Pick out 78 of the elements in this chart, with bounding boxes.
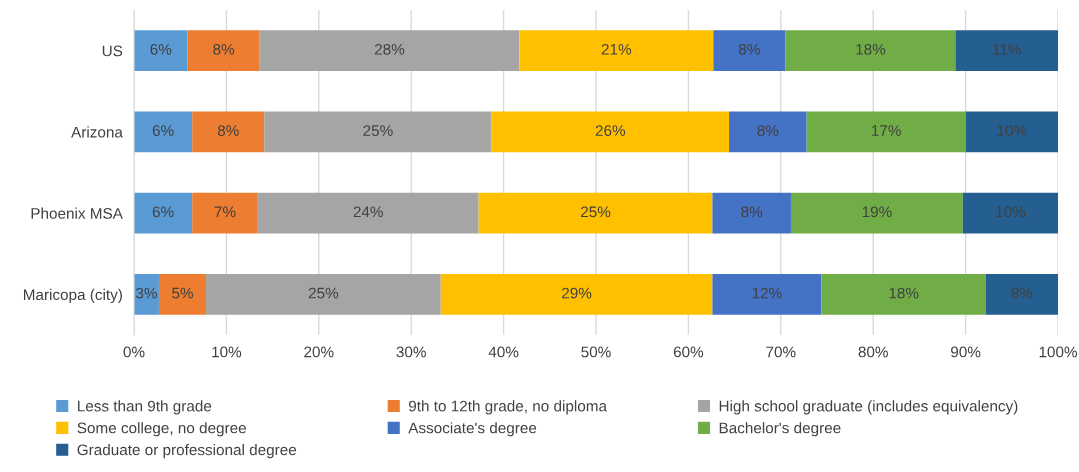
bar [821,274,986,315]
data-label: 17% [872,125,901,136]
x-tick-label: 30% [396,346,426,358]
legend-label: Less than 9th grade [78,400,212,415]
data-label: 8% [741,206,763,218]
x-tick-label: 70% [766,346,796,358]
bar [158,274,207,315]
data-label: 18% [856,43,886,55]
bar [491,111,730,153]
bar [134,111,193,153]
bar [134,192,193,234]
data-label: 29% [562,287,592,299]
data-label: 8% [217,125,239,136]
legend-label: Bachelor's degree [719,422,841,437]
bar [257,192,479,234]
data-label: 26% [595,125,626,136]
data-label: 8% [757,125,779,136]
bar [712,274,822,315]
bar [478,192,713,234]
data-label: 6% [152,125,174,136]
data-label: 18% [889,287,919,299]
data-label: 10% [997,125,1027,136]
bar [790,192,963,234]
x-tick-label: 0% [123,346,145,358]
bar [785,30,956,71]
bar [965,111,1058,153]
bar [134,274,159,315]
bar [440,274,713,315]
x-tick-label: 10% [212,346,242,358]
data-label: 25% [363,125,393,136]
data-label: 7% [214,206,236,218]
bar [713,30,786,71]
legend-label: Associate's degree [408,422,537,437]
x-tick-label: 60% [673,346,704,358]
legend-label: High school graduate (includes equivalency) [719,400,1018,415]
bar [519,30,714,71]
data-label: 25% [308,287,339,299]
x-tick-label: 100% [1039,346,1077,358]
bar [206,274,441,315]
data-label: 8% [213,43,235,55]
bar [134,30,188,71]
data-label: 25% [581,206,611,218]
bar [985,274,1058,315]
data-label: 5% [172,287,194,299]
legend-label: Graduate or professional degree [77,444,297,459]
data-label: 10% [996,206,1026,218]
bar [259,30,520,71]
bar [712,192,791,234]
data-label: 6% [150,43,172,55]
y-tick-label: Arizona [71,126,123,138]
y-tick-label: Phoenix MSA [31,207,123,219]
y-tick-label: Maricopa (city) [23,288,122,304]
y-tick-label: US [102,45,123,57]
data-label: 8% [1011,287,1033,299]
legend-label: Some college, no degree [77,422,246,437]
x-tick-label: 40% [488,346,519,358]
x-tick-label: 20% [304,346,334,358]
x-tick-label: 50% [581,346,611,358]
data-label: 11% [993,43,1021,55]
data-label: 8% [739,43,760,55]
bar [187,30,260,71]
bar [264,111,492,153]
x-tick-label: 80% [858,346,888,358]
bar [192,111,265,153]
bar [955,30,1058,71]
data-label: 19% [862,206,892,218]
data-label: 28% [374,43,405,55]
data-label: 24% [353,206,383,218]
bar [962,192,1058,234]
data-label: 12% [752,287,782,299]
bar [192,192,258,234]
legend-label: 9th to 12th grade, no diploma [408,400,607,415]
data-label: 3% [136,287,157,299]
x-tick-label: 90% [951,346,981,358]
data-label: 21% [601,43,632,55]
bar [806,111,966,153]
data-label: 6% [152,206,174,218]
bar [729,111,807,153]
